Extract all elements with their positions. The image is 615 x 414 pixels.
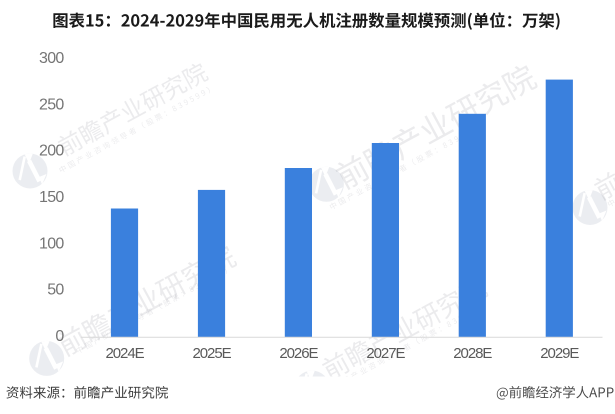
svg-text:2028E: 2028E <box>453 345 492 362</box>
svg-text:2027E: 2027E <box>366 345 405 362</box>
svg-text:150: 150 <box>39 189 64 206</box>
svg-text:50: 50 <box>47 282 64 299</box>
svg-text:250: 250 <box>39 96 64 113</box>
svg-text:2029E: 2029E <box>540 345 579 362</box>
svg-text:0: 0 <box>55 328 64 345</box>
svg-text:2026E: 2026E <box>279 345 318 362</box>
svg-text:2025E: 2025E <box>192 345 231 362</box>
svg-text:100: 100 <box>39 235 64 252</box>
svg-text:2024E: 2024E <box>105 345 144 362</box>
svg-text:300: 300 <box>39 50 64 67</box>
svg-text:200: 200 <box>39 143 64 160</box>
